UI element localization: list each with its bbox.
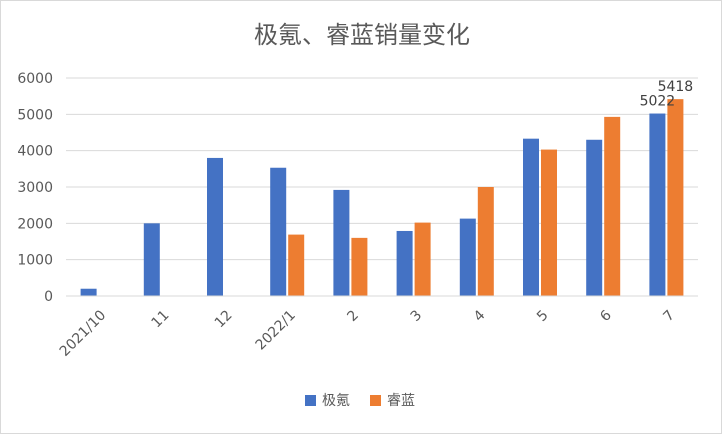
x-tick-label: 2	[344, 307, 362, 325]
data-label: 5418	[658, 79, 694, 95]
bar-series-2	[667, 99, 684, 296]
bar-series-2	[541, 149, 557, 296]
bar-series-1	[649, 113, 666, 296]
bar-series-2	[414, 222, 431, 296]
y-tick-label: 4000	[17, 144, 53, 160]
legend-label: 睿蓝	[387, 393, 415, 409]
bar-series-1	[143, 223, 160, 296]
x-tick-label: 2021/10	[57, 307, 109, 359]
x-axis: 2021/10 11 12 2022/1 2 3 4 5 6 7	[57, 295, 698, 360]
bar-series-2	[288, 234, 305, 296]
y-tick-label: 0	[44, 289, 53, 305]
bar-series-1	[333, 189, 350, 296]
bar-series-1	[270, 167, 287, 296]
chart-title: 极氪、睿蓝销量变化	[254, 21, 470, 49]
x-tick-label: 4	[471, 307, 489, 325]
x-tick-label: 6	[597, 307, 615, 325]
legend-swatch	[370, 395, 381, 406]
bar-series-2	[477, 187, 494, 296]
bar-series-2	[351, 237, 368, 296]
y-tick-label: 3000	[17, 180, 53, 196]
y-tick-label: 6000	[17, 71, 53, 87]
bar-series-1	[396, 230, 413, 296]
x-tick-label: 5	[534, 307, 552, 325]
x-tick-label: 11	[149, 307, 173, 331]
legend-label: 极氪	[322, 393, 350, 409]
x-tick-label: 12	[212, 307, 236, 331]
data-label: 5022	[640, 94, 676, 110]
bar-series-1	[586, 139, 603, 296]
legend: 极氪 睿蓝	[305, 393, 415, 409]
y-tick-label: 5000	[17, 107, 53, 123]
bar-series-1	[80, 288, 97, 296]
bars	[80, 99, 684, 296]
x-tick-label: 3	[408, 307, 426, 325]
x-tick-label: 2022/1	[253, 307, 299, 353]
bar-series-1	[207, 157, 223, 296]
y-tick-label: 1000	[17, 253, 53, 269]
x-tick-label: 7	[660, 307, 678, 325]
bar-series-1	[459, 218, 476, 296]
y-axis: 0 1000 2000 3000 4000 5000 6000	[17, 71, 53, 305]
gridlines	[66, 77, 698, 261]
bar-series-1	[523, 138, 539, 296]
legend-swatch	[305, 395, 316, 406]
bar-series-2	[604, 116, 621, 296]
y-tick-label: 2000	[17, 216, 53, 232]
